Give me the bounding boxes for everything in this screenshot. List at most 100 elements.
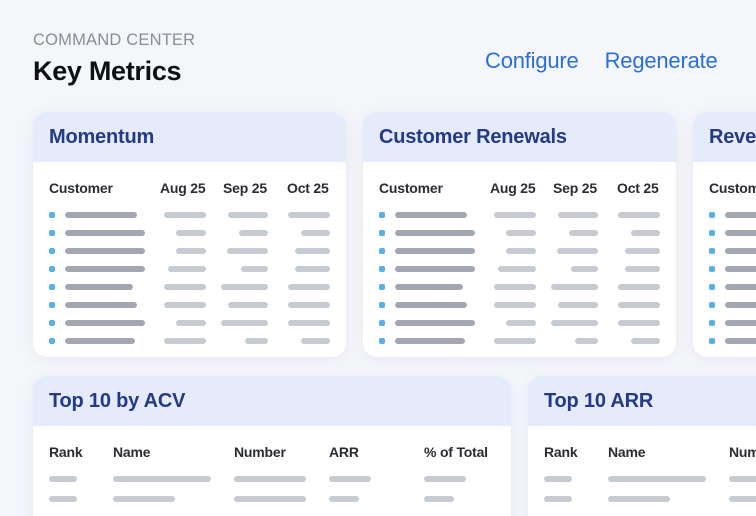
value-placeholder: [631, 230, 660, 236]
status-dot-icon: [709, 320, 715, 326]
column-header-number[interactable]: Num: [729, 444, 756, 460]
value-placeholder: [176, 230, 206, 236]
column-header-oct[interactable]: Oct 25: [287, 180, 329, 196]
top-10-by-acv-card: Top 10 by ACV Rank Name Number ARR % of …: [33, 376, 511, 516]
table-row[interactable]: [363, 332, 676, 350]
customer-placeholder: [65, 212, 137, 218]
table-row[interactable]: [693, 278, 756, 296]
configure-button[interactable]: Configure: [485, 48, 579, 73]
column-header-customer[interactable]: Customer: [49, 180, 113, 196]
table-row[interactable]: [363, 314, 676, 332]
table-row[interactable]: [33, 296, 346, 314]
status-dot-icon: [379, 248, 385, 254]
column-header-name[interactable]: Name: [113, 444, 151, 460]
table-header: Rank Name Num: [528, 444, 756, 470]
regenerate-button[interactable]: Regenerate: [604, 48, 718, 73]
table-row[interactable]: [33, 470, 511, 490]
value-placeholder: [498, 266, 536, 272]
table-row[interactable]: [33, 332, 346, 350]
customer-placeholder: [725, 320, 756, 326]
column-header-aug[interactable]: Aug 25: [490, 180, 536, 196]
number-placeholder: [729, 476, 756, 482]
value-placeholder: [164, 284, 206, 290]
customer-placeholder: [395, 284, 463, 290]
table-row[interactable]: [363, 278, 676, 296]
column-header-arr[interactable]: ARR: [329, 444, 359, 460]
column-header-oct[interactable]: Oct 25: [617, 180, 659, 196]
value-placeholder: [575, 338, 598, 344]
name-placeholder: [113, 476, 211, 482]
momentum-card: Momentum Customer Aug 25 Sep 25 Oct 25: [33, 112, 346, 357]
table-row[interactable]: [528, 470, 756, 490]
value-placeholder: [558, 302, 598, 308]
table-row[interactable]: [363, 242, 676, 260]
column-header-number[interactable]: Number: [234, 444, 286, 460]
table-row[interactable]: [528, 490, 756, 510]
value-placeholder: [164, 338, 206, 344]
table-row[interactable]: [363, 296, 676, 314]
status-dot-icon: [49, 212, 55, 218]
value-placeholder: [301, 338, 330, 344]
status-dot-icon: [709, 248, 715, 254]
table-row[interactable]: [693, 242, 756, 260]
table-row[interactable]: [33, 278, 346, 296]
rank-placeholder: [49, 496, 77, 502]
value-placeholder: [618, 320, 660, 326]
table-row[interactable]: [33, 260, 346, 278]
column-header-aug[interactable]: Aug 25: [160, 180, 206, 196]
column-header-customer[interactable]: Customer: [379, 180, 443, 196]
table-header: Customer Aug 25 Sep 25 Oct 25: [363, 180, 676, 206]
column-header-customer[interactable]: Custom: [709, 180, 756, 196]
value-placeholder: [288, 320, 330, 326]
value-placeholder: [288, 284, 330, 290]
status-dot-icon: [49, 230, 55, 236]
status-dot-icon: [709, 212, 715, 218]
table-row[interactable]: [693, 206, 756, 224]
column-header-sep[interactable]: Sep 25: [553, 180, 597, 196]
table-row[interactable]: [363, 206, 676, 224]
table-row[interactable]: [693, 224, 756, 242]
table-row[interactable]: [693, 296, 756, 314]
value-placeholder: [176, 248, 206, 254]
status-dot-icon: [709, 230, 715, 236]
table-row[interactable]: [693, 332, 756, 350]
column-header-rank[interactable]: Rank: [49, 444, 83, 460]
table-row[interactable]: [33, 314, 346, 332]
table-row[interactable]: [33, 490, 511, 510]
table-row[interactable]: [693, 314, 756, 332]
customer-placeholder: [725, 248, 756, 254]
table-row[interactable]: [33, 224, 346, 242]
table-row[interactable]: [33, 242, 346, 260]
table-body: [693, 206, 756, 350]
card-header: Top 10 ARR: [528, 376, 756, 426]
value-placeholder: [569, 230, 598, 236]
value-placeholder: [618, 212, 660, 218]
column-header-sep[interactable]: Sep 25: [223, 180, 267, 196]
customer-placeholder: [65, 284, 133, 290]
table-row[interactable]: [33, 510, 511, 516]
rank-placeholder: [49, 476, 77, 482]
value-placeholder: [301, 230, 330, 236]
value-placeholder: [228, 302, 268, 308]
value-placeholder: [245, 338, 268, 344]
table-row[interactable]: [363, 260, 676, 278]
section-eyebrow: COMMAND CENTER: [33, 31, 196, 49]
table-row[interactable]: [528, 510, 756, 516]
status-dot-icon: [49, 320, 55, 326]
table-row[interactable]: [363, 224, 676, 242]
table-header: Custom: [693, 180, 756, 206]
table-row[interactable]: [693, 260, 756, 278]
column-header-rank[interactable]: Rank: [544, 444, 578, 460]
customer-placeholder: [65, 302, 137, 308]
value-placeholder: [625, 248, 660, 254]
column-header-name[interactable]: Name: [608, 444, 646, 460]
customer-placeholder: [725, 338, 756, 344]
table-row[interactable]: [33, 206, 346, 224]
value-placeholder: [221, 320, 268, 326]
card-title: Top 10 ARR: [544, 389, 654, 412]
column-header-percent-total[interactable]: % of Total: [424, 444, 488, 460]
customer-renewals-card: Customer Renewals Customer Aug 25 Sep 25…: [363, 112, 676, 357]
value-placeholder: [494, 284, 536, 290]
name-placeholder: [608, 496, 670, 502]
customer-placeholder: [395, 320, 475, 326]
